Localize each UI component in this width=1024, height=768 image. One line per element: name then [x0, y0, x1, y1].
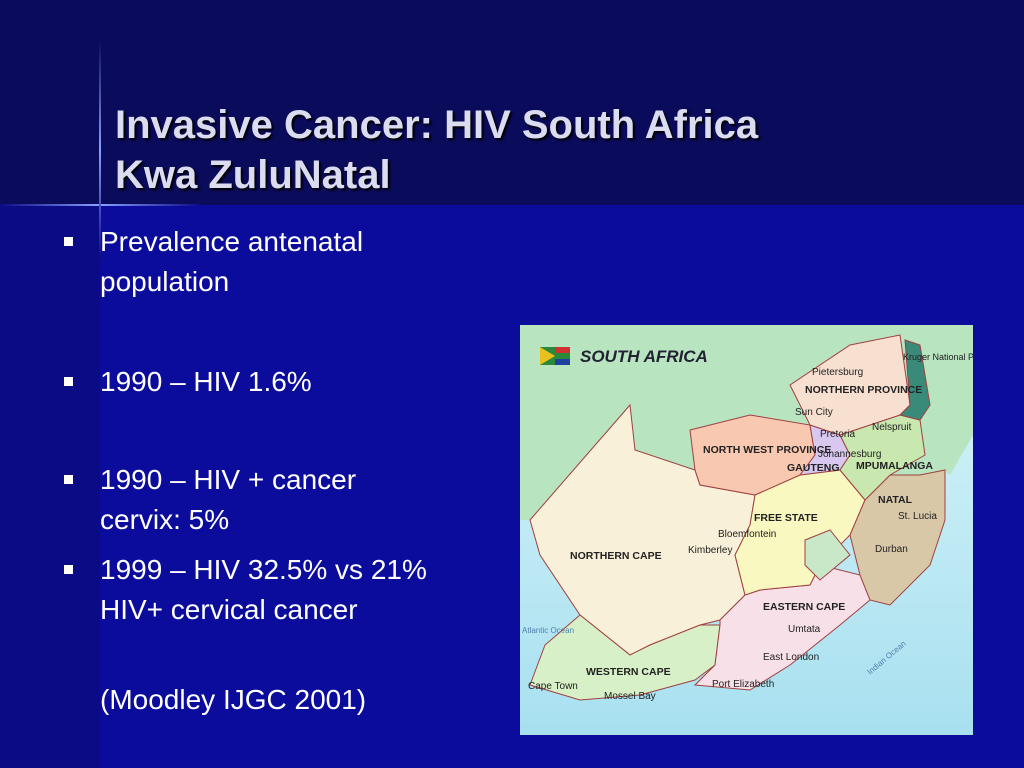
flag: [540, 347, 555, 365]
map-label: Mossel Bay: [604, 691, 656, 702]
map-label: Sun City: [795, 407, 833, 418]
map-label: Atlantic Ocean: [522, 626, 574, 635]
title: Invasive Cancer: HIV South Africa Kwa Zul…: [115, 100, 758, 200]
kruger: [899, 339, 931, 421]
map-label: GAUTENG: [787, 462, 840, 474]
map-label: NORTHERN PROVINCE: [805, 384, 922, 396]
map-title: SOUTH AFRICA: [580, 347, 708, 366]
map-label: WESTERN CAPE: [586, 666, 671, 678]
map-label: Johannesburg: [818, 449, 881, 460]
map: SOUTH AFRICA Pietersburg NORTHERN PROVIN…: [520, 325, 973, 735]
map-label: MPUMALANGA: [856, 460, 933, 472]
header-band: [0, 0, 1024, 205]
flag: [555, 347, 570, 353]
map-label: Kimberley: [688, 545, 732, 556]
flag: [555, 359, 570, 365]
map-label: Pietersburg: [812, 367, 863, 378]
title-line: Invasive Cancer: HIV South Africa: [115, 103, 759, 147]
natal: [849, 469, 946, 606]
map-label: St. Lucia: [898, 511, 937, 522]
citation: (Moodley IJGC 2001): [100, 684, 367, 715]
map-label: Durban: [875, 544, 908, 555]
map-label: Umtata: [788, 624, 821, 635]
map-label: FREE STATE: [754, 512, 818, 524]
bullet: Prevalence antenatal population: [64, 222, 430, 302]
map-label: East London: [763, 652, 819, 663]
map-label: NORTH WEST PROVINCE: [703, 444, 831, 456]
map-label: NORTHERN CAPE: [570, 550, 662, 562]
map-label: EASTERN CAPE: [763, 601, 845, 613]
map-label: Kruger National Park: [903, 352, 973, 362]
map-label: Nelspruit: [872, 422, 912, 433]
side-band: [0, 205, 100, 768]
lesotho: [804, 529, 851, 581]
bullet: 1990 – HIV 1.6%: [64, 362, 430, 402]
map-label: Pretoria: [820, 429, 855, 440]
map-label: Bloemfontein: [718, 529, 776, 540]
bullet: 1990 – HIV + cancer cervix: 5%: [64, 460, 430, 540]
map-label: Cape Town: [528, 681, 578, 692]
rule: [99, 40, 101, 260]
bullet: 1999 – HIV 32.5% vs 21% HIV+ cervical ca…: [64, 550, 430, 630]
title-line: Kwa ZuluNatal: [115, 153, 391, 197]
western-cape: [529, 614, 721, 701]
map-label: Port Elizabeth: [712, 679, 774, 690]
map-label: NATAL: [878, 494, 913, 506]
